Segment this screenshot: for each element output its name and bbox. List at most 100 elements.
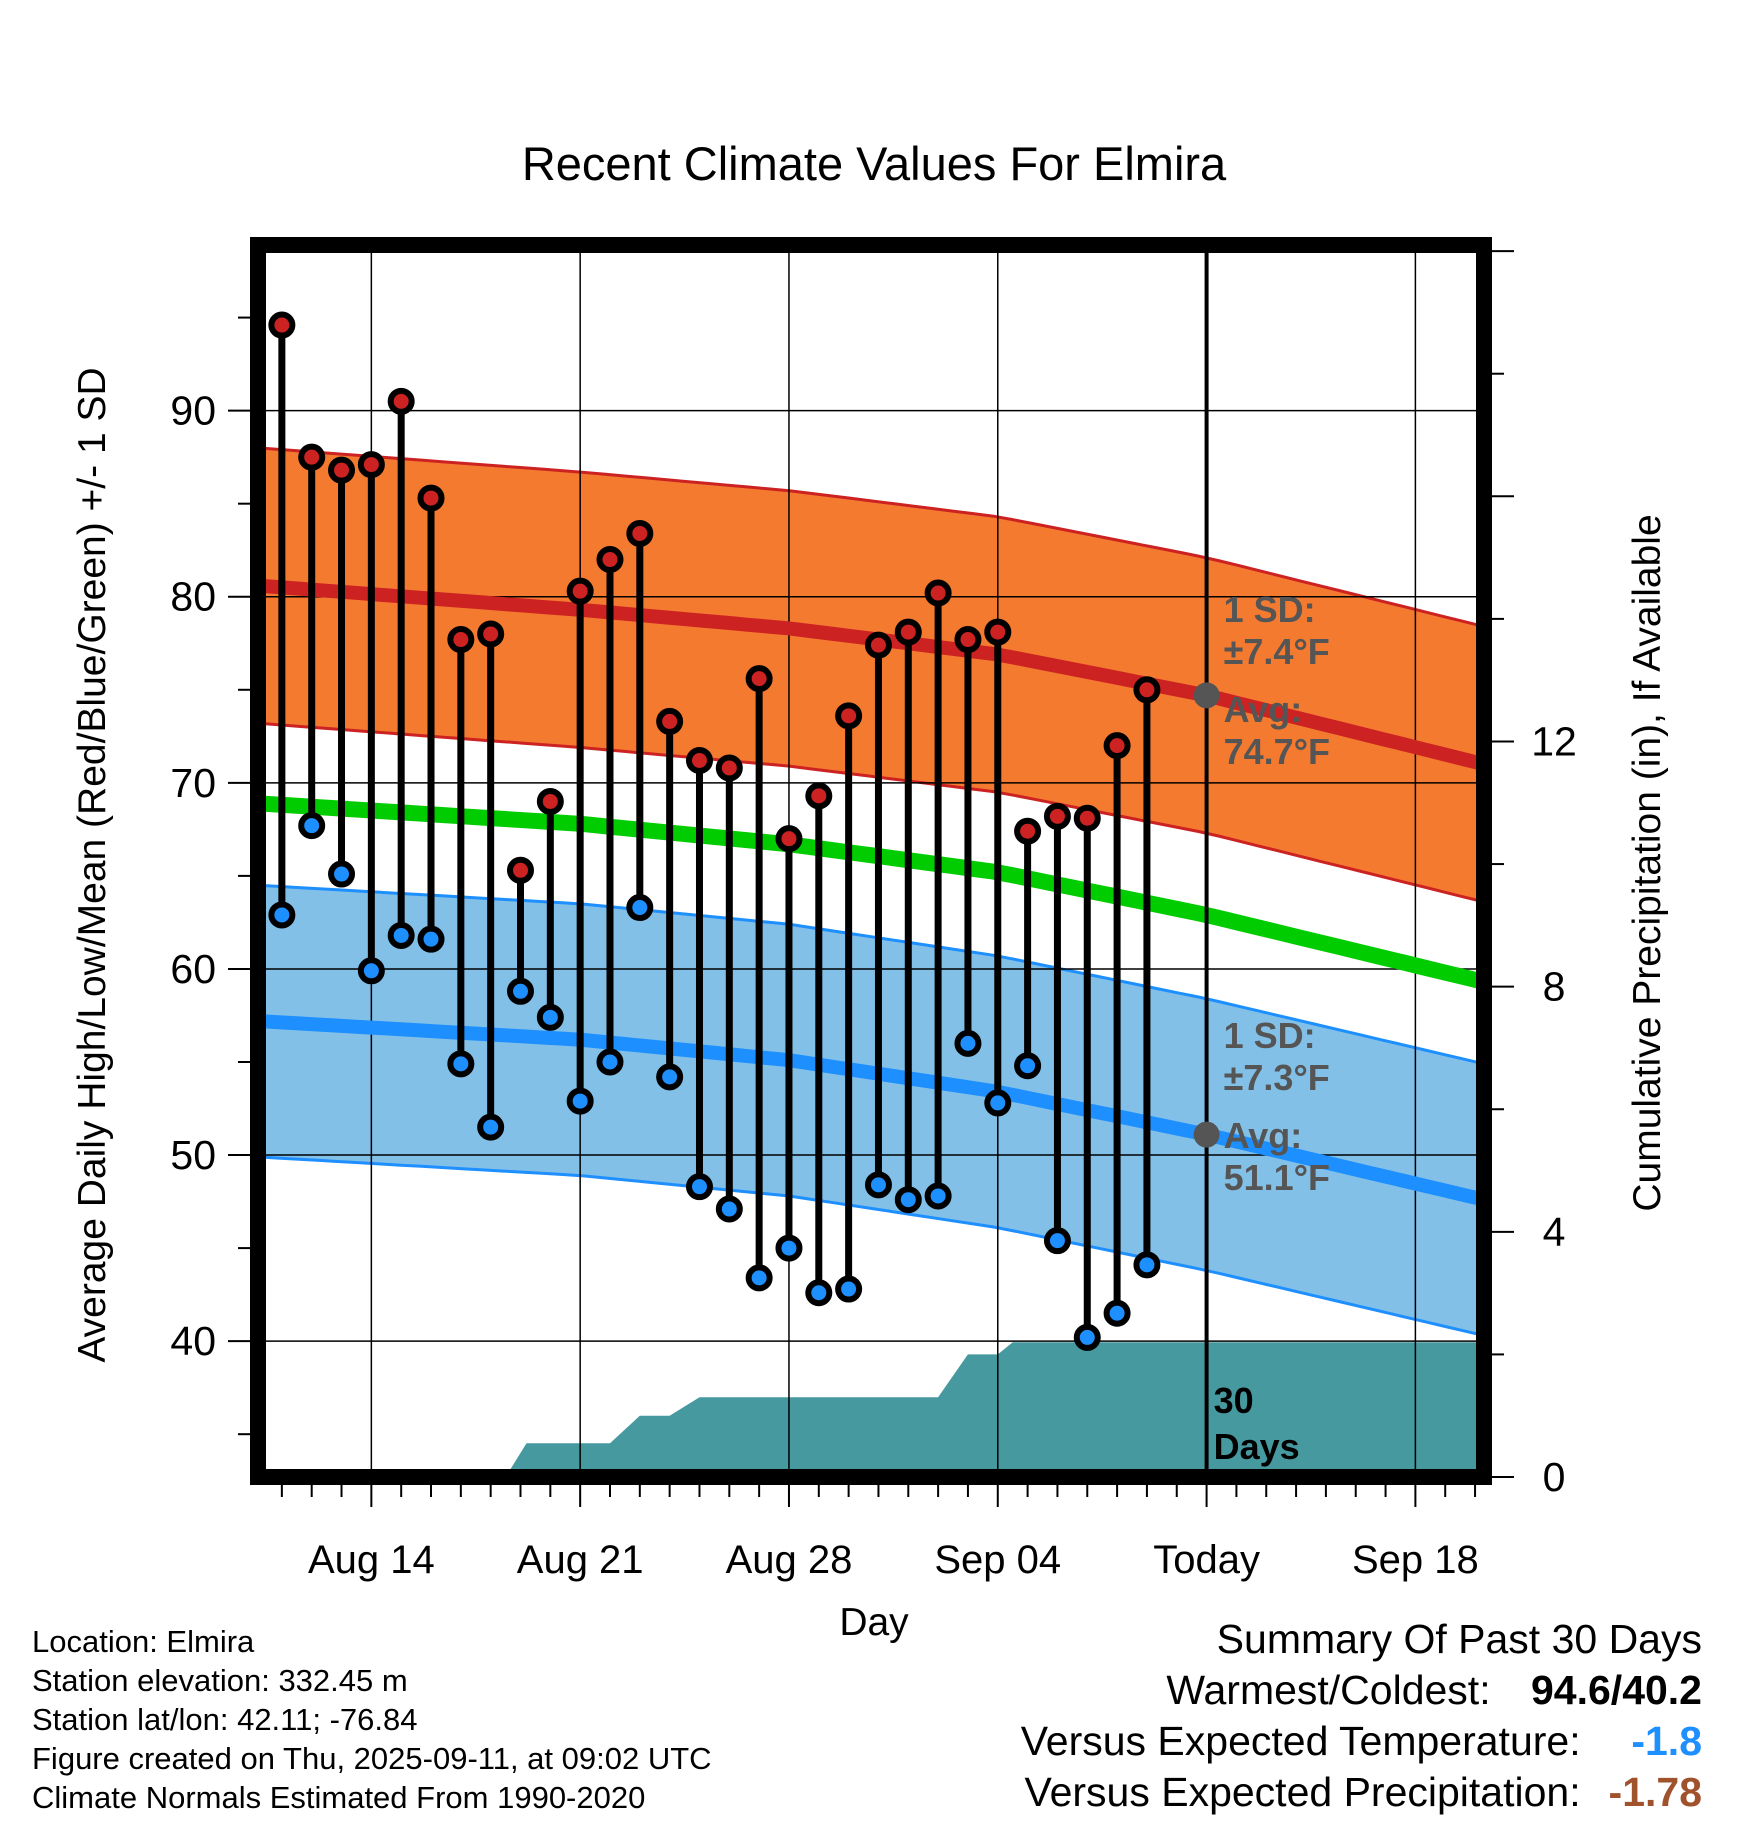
- daily-high-point: [507, 856, 535, 884]
- low-sd-label-line: ±7.3°F: [1224, 1057, 1330, 1098]
- daily-low-point: [328, 860, 356, 888]
- station-info: Location: Elmira Station elevation: 332.…: [32, 1622, 712, 1817]
- x-tick-label: Today: [1153, 1538, 1260, 1582]
- precip-label-line: Days: [1214, 1426, 1300, 1467]
- daily-low-point: [984, 1089, 1012, 1117]
- temp-label: Versus Expected Temperature:: [1020, 1718, 1581, 1764]
- high-sd-label: 1 SD: ±7.4°F: [1224, 589, 1330, 672]
- y2-axis-label: Cumulative Precipitation (in), If Availa…: [1626, 514, 1669, 1211]
- low-avg-label-line: 51.1°F: [1224, 1157, 1330, 1198]
- daily-low-point: [715, 1195, 743, 1223]
- daily-low-point: [775, 1234, 803, 1262]
- precip-value: -1.78: [1608, 1769, 1702, 1815]
- daily-high-point: [357, 451, 385, 479]
- x-tick-label: Sep 18: [1352, 1538, 1479, 1582]
- daily-high-point: [298, 443, 326, 471]
- warm-cold-value: 94.6/40.2: [1531, 1667, 1702, 1713]
- high-avg-label: Avg: 74.7°F: [1224, 689, 1330, 772]
- daily-high-point: [1014, 817, 1042, 845]
- high-sd-band: [258, 447, 1484, 902]
- daily-high-point: [835, 702, 863, 730]
- high-sd-label-line: ±7.4°F: [1224, 631, 1330, 672]
- daily-high-point: [566, 577, 594, 605]
- daily-high-point: [1043, 802, 1071, 830]
- daily-low-point: [596, 1048, 624, 1076]
- daily-high-point: [745, 665, 773, 693]
- daily-low-point: [924, 1182, 952, 1210]
- daily-high-point: [328, 456, 356, 484]
- x-tick-label: Aug 28: [726, 1538, 853, 1582]
- x-tick-label: Aug 21: [517, 1538, 644, 1582]
- precip-row: Versus Expected Precipitation: -1.78: [1021, 1767, 1703, 1818]
- daily-low-point: [894, 1186, 922, 1214]
- chart-title: Recent Climate Values For Elmira: [522, 137, 1227, 190]
- plot-frame: [250, 237, 1492, 1485]
- precip-label: 30 Days: [1214, 1380, 1300, 1467]
- elevation-text: Station elevation: 332.45 m: [32, 1663, 408, 1698]
- y-tick-label: 70: [170, 760, 216, 806]
- daily-high-point: [656, 707, 684, 735]
- y-tick-label: 50: [170, 1132, 216, 1178]
- daily-low-point: [298, 812, 326, 840]
- daily-low-point: [805, 1279, 833, 1307]
- daily-high-point: [268, 311, 296, 339]
- daily-high-point: [387, 387, 415, 415]
- daily-low-point: [954, 1029, 982, 1057]
- today-low-avg-marker: [1193, 1121, 1220, 1148]
- precip-label: Versus Expected Precipitation:: [1024, 1769, 1581, 1815]
- x-tick-label: Aug 14: [308, 1538, 435, 1582]
- low-sd-lower-edge: [258, 1155, 1484, 1338]
- daily-low-point: [745, 1264, 773, 1292]
- y-tick-label: 60: [170, 946, 216, 992]
- daily-high-point: [775, 825, 803, 853]
- daily-high-point: [805, 782, 833, 810]
- daily-high-point: [447, 626, 475, 654]
- low-sd-label-line: 1 SD:: [1224, 1015, 1316, 1056]
- low-sd-label: 1 SD: ±7.3°F: [1224, 1015, 1330, 1098]
- high-sd-upper-edge: [258, 446, 1484, 628]
- today-high-avg-marker: [1193, 682, 1220, 709]
- warm-cold-label: Warmest/Coldest:: [1166, 1667, 1491, 1713]
- y2-tick-label: 4: [1543, 1209, 1566, 1255]
- daily-low-point: [507, 977, 535, 1005]
- y-tick-label: 80: [170, 574, 216, 620]
- daily-low-point: [417, 925, 445, 953]
- daily-high-point: [477, 620, 505, 648]
- daily-high-point: [596, 546, 624, 574]
- daily-high-point: [894, 618, 922, 646]
- daily-low-point: [357, 957, 385, 985]
- high-sd-label-line: 1 SD:: [1224, 589, 1316, 630]
- low-sd-band: [258, 885, 1484, 1336]
- temp-row: Versus Expected Temperature: -1.8: [1021, 1716, 1702, 1767]
- high-avg-label-line: Avg:: [1224, 689, 1303, 730]
- daily-high-point: [1103, 732, 1131, 760]
- y2-tick-label: 8: [1543, 964, 1566, 1010]
- daily-high-point: [417, 484, 445, 512]
- location-text: Location: Elmira: [32, 1624, 255, 1659]
- daily-low-point: [268, 901, 296, 929]
- daily-high-point: [715, 754, 743, 782]
- daily-low-point: [685, 1173, 713, 1201]
- daily-high-point: [1073, 804, 1101, 832]
- y-axis-label: Average Daily High/Low/Mean (Red/Blue/Gr…: [71, 367, 114, 1362]
- daily-high-point: [984, 618, 1012, 646]
- daily-low-point: [864, 1171, 892, 1199]
- x-axis-label: Day: [839, 1601, 909, 1644]
- normals-text: Climate Normals Estimated From 1990-2020: [32, 1780, 646, 1815]
- summary-heading: Summary Of Past 30 Days: [1216, 1616, 1702, 1662]
- warm-cold-row: Warmest/Coldest: 94.6/40.2: [1021, 1665, 1702, 1716]
- y-tick-label: 40: [170, 1318, 216, 1364]
- daily-low-point: [1133, 1251, 1161, 1279]
- low-avg-label: Avg: 51.1°F: [1224, 1115, 1330, 1198]
- low-avg-label-line: Avg:: [1224, 1115, 1303, 1156]
- daily-high-point: [864, 631, 892, 659]
- daily-low-point: [626, 894, 654, 922]
- daily-low-point: [1014, 1052, 1042, 1080]
- daily-low-point: [1073, 1323, 1101, 1351]
- daily-high-point: [685, 747, 713, 775]
- y2-tick-label: 12: [1531, 718, 1577, 764]
- x-tick-label: Sep 04: [934, 1538, 1061, 1582]
- daily-high-point: [626, 519, 654, 547]
